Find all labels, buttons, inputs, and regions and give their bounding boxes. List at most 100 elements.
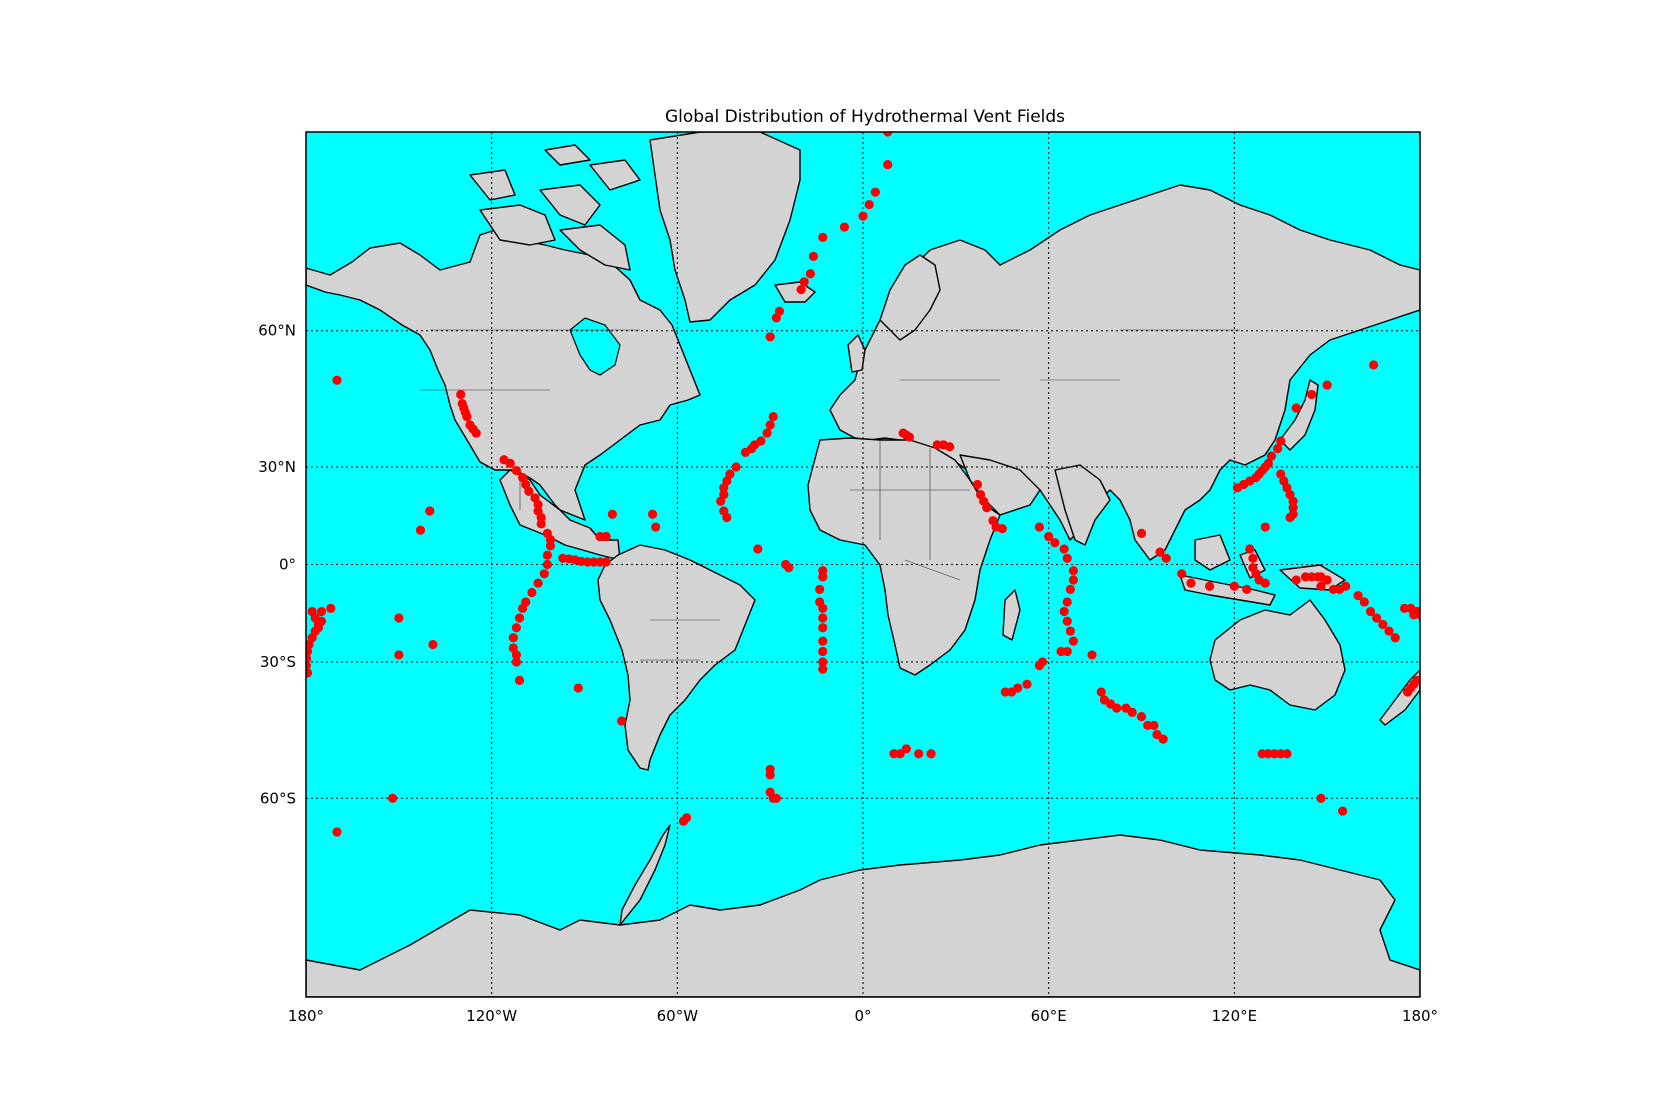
vent-point [1242,584,1252,594]
vent-point [1316,793,1326,803]
vent-point [901,744,911,754]
landmass-scandinavia [879,254,941,341]
vent-point [306,653,312,664]
vent-point [1096,687,1106,697]
vent-point [762,428,772,438]
vent-point [740,447,751,457]
vent-point [716,496,726,506]
vent-point [1307,389,1317,400]
vent-point [511,650,522,660]
vent-point [1282,749,1292,759]
vent-point [725,469,735,479]
vent-point [316,606,327,617]
vent-point [508,633,518,643]
vent-point [1260,522,1270,532]
vent-point [1158,734,1168,744]
vent-markers [306,132,1420,837]
vent-point [533,578,543,588]
vent-point [1068,636,1079,646]
vent-point [815,584,825,594]
vent-point [765,770,775,780]
vent-point [945,442,955,452]
vent-point [1059,606,1069,617]
vent-point [1260,578,1270,588]
vent-point [678,816,689,826]
vent-point [1365,606,1376,617]
graticule [306,132,1420,997]
vent-point [904,432,915,442]
vent-point [1276,436,1286,446]
vent-point [306,668,313,678]
vent-point [972,479,983,490]
vent-point [1285,512,1295,523]
vent-point [306,639,314,650]
vent-point [428,639,438,650]
vent-point [870,187,880,197]
vent-point [1022,679,1032,689]
vent-point [524,486,534,496]
vent-point [545,541,556,551]
vent-point [1390,633,1400,643]
vent-point [1245,544,1255,554]
vent-point [731,462,741,472]
vent-point [1322,380,1332,390]
land-layer [306,132,1420,997]
vent-point [926,749,936,759]
vent-point [326,603,336,613]
vent-point [1263,458,1273,468]
vent-point [542,559,552,570]
vent-point [864,199,874,210]
vent-point [1056,646,1066,657]
vent-point [1065,626,1075,636]
vent-point [514,675,525,685]
vent-point [768,412,778,422]
vent-point [313,623,323,633]
vent-point [1372,613,1382,623]
vent-point [1415,610,1420,620]
vent-point [1204,581,1215,591]
vent-point [1378,619,1388,630]
vent-point [839,222,850,232]
vent-point [1359,597,1369,607]
vent-point [415,525,426,535]
landmass-antarctic-peninsula [619,824,671,926]
longitude-label: 120°W [466,1007,517,1025]
vent-point [511,657,522,667]
vent-point [1062,553,1072,563]
longitude-label: 180° [288,1007,324,1025]
vent-point [1044,531,1054,542]
vent-point [1149,720,1159,730]
vent-point [527,587,537,598]
vent-point [505,458,515,468]
landmass-britain [847,334,866,373]
vent-point [1062,616,1072,626]
latitude-label: 30°S [260,653,296,671]
vent-point [1087,650,1097,660]
vent-point [1050,538,1060,548]
landmass-iceland [774,281,816,303]
vent-point [818,664,828,674]
vent-point [1266,451,1277,461]
vent-point [1065,584,1075,594]
vent-point [607,509,617,519]
vent-point [1059,544,1069,554]
vent-point [1341,581,1351,591]
vent-point [753,544,763,554]
vent-point [425,506,435,516]
vent-point [1322,575,1332,585]
landmass-antarctica [306,834,1420,997]
vent-point [306,646,313,657]
vent-point [1136,712,1147,722]
vent-point [647,509,658,519]
vent-point [536,519,546,529]
vent-point [1000,687,1010,697]
vent-point [1288,503,1298,513]
vent-point [818,232,828,242]
vent-point [533,499,543,510]
map-title: Global Distribution of Hydrothermal Vent… [665,107,1065,127]
vent-point [1288,496,1298,506]
vent-point [388,793,398,803]
vent-point [1279,476,1289,486]
vent-point [1034,522,1044,532]
vent-point [518,472,528,483]
